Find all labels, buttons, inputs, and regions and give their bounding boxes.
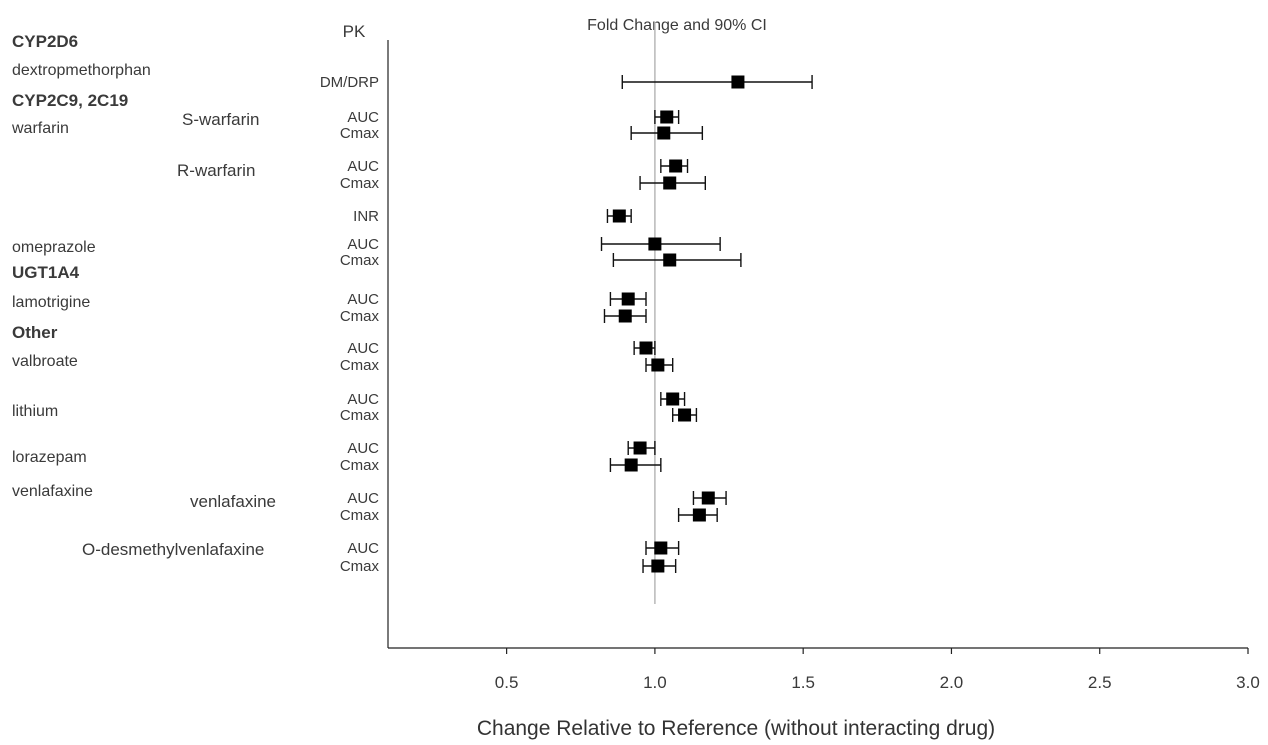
point-estimate xyxy=(701,491,715,505)
pk-parameter-label: INR xyxy=(353,208,379,225)
point-estimate xyxy=(663,176,677,190)
analyte-label-s-warfarin: S-warfarin xyxy=(182,110,259,129)
group-label-other: Other xyxy=(12,323,58,342)
point-estimate xyxy=(639,341,653,355)
pk-parameter-label: DM/DRP xyxy=(320,74,379,91)
pk-parameter-label: Cmax xyxy=(340,308,380,325)
drug-label-omeprazole: omeprazole xyxy=(12,239,96,256)
pk-parameter-label: Cmax xyxy=(340,175,380,192)
x-axis-title: Change Relative to Reference (without in… xyxy=(477,717,995,740)
point-estimate xyxy=(663,253,677,267)
point-estimate xyxy=(651,358,665,372)
pk-parameter-label: Cmax xyxy=(340,252,380,269)
group-label-cyp2d6: CYP2D6 xyxy=(12,32,78,51)
point-estimate xyxy=(624,458,638,472)
pk-parameter-label: Cmax xyxy=(340,407,380,424)
pk-parameter-label: Cmax xyxy=(340,558,380,575)
pk-parameter-label: AUC xyxy=(347,291,379,308)
pk-parameter-label: AUC xyxy=(347,236,379,253)
drug-label-venlafaxine: venlafaxine xyxy=(12,483,93,500)
x-tick-label: 1.0 xyxy=(643,673,667,692)
point-estimate xyxy=(621,292,635,306)
point-estimate xyxy=(654,541,668,555)
pk-parameter-labels: DM/DRPAUCCmaxAUCCmaxINRAUCCmaxAUCCmaxAUC… xyxy=(320,74,380,575)
point-estimate xyxy=(633,441,647,455)
pk-parameter-label: Cmax xyxy=(340,457,380,474)
pk-parameter-label: AUC xyxy=(347,540,379,557)
chart-title: Fold Change and 90% CI xyxy=(587,17,767,34)
point-estimate xyxy=(666,392,680,406)
pk-parameter-label: Cmax xyxy=(340,357,380,374)
drug-label-lithium: lithium xyxy=(12,403,58,420)
point-estimate xyxy=(731,75,745,89)
analyte-label-venlafaxine: venlafaxine xyxy=(190,492,276,511)
drug-label-dextropmethorphan: dextropmethorphan xyxy=(12,62,151,79)
analyte-label-r-warfarin: R-warfarin xyxy=(177,161,255,180)
drug-label-valbroate: valbroate xyxy=(12,353,78,370)
x-tick-label: 0.5 xyxy=(495,673,519,692)
point-estimate xyxy=(678,408,692,422)
point-estimate xyxy=(618,309,632,323)
estimate-marks xyxy=(600,75,813,573)
x-axis-ticks: 0.5 1.0 1.5 2.0 2.5 3.0 xyxy=(495,648,1260,692)
point-estimate xyxy=(692,508,706,522)
pk-parameter-label: AUC xyxy=(347,109,379,126)
pk-parameter-label: Cmax xyxy=(340,125,380,142)
pk-parameter-label: AUC xyxy=(347,158,379,175)
pk-parameter-label: AUC xyxy=(347,440,379,457)
pk-parameter-label: AUC xyxy=(347,490,379,507)
x-tick-label: 2.5 xyxy=(1088,673,1112,692)
point-estimate xyxy=(660,110,674,124)
group-label-cyp2c9-2c19: CYP2C9, 2C19 xyxy=(12,91,128,110)
x-tick-label: 1.5 xyxy=(791,673,815,692)
pk-parameter-label: Cmax xyxy=(340,507,380,524)
point-estimate xyxy=(651,559,665,573)
x-tick-label: 2.0 xyxy=(940,673,964,692)
drug-label-lamotrigine: lamotrigine xyxy=(12,294,90,311)
analyte-label-o-desmethylvenlafaxine: O-desmethylvenlafaxine xyxy=(82,540,264,559)
point-estimate xyxy=(657,126,671,140)
pk-column-header: PK xyxy=(343,22,366,41)
point-estimate xyxy=(648,237,662,251)
pk-parameter-label: AUC xyxy=(347,391,379,408)
point-estimate xyxy=(612,209,626,223)
drug-label-warfarin: warfarin xyxy=(11,120,69,137)
group-label-ugt1a4: UGT1A4 xyxy=(12,263,80,282)
drug-label-lorazepam: lorazepam xyxy=(12,449,87,466)
pk-parameter-label: AUC xyxy=(347,340,379,357)
x-tick-label: 3.0 xyxy=(1236,673,1260,692)
point-estimate xyxy=(669,159,683,173)
